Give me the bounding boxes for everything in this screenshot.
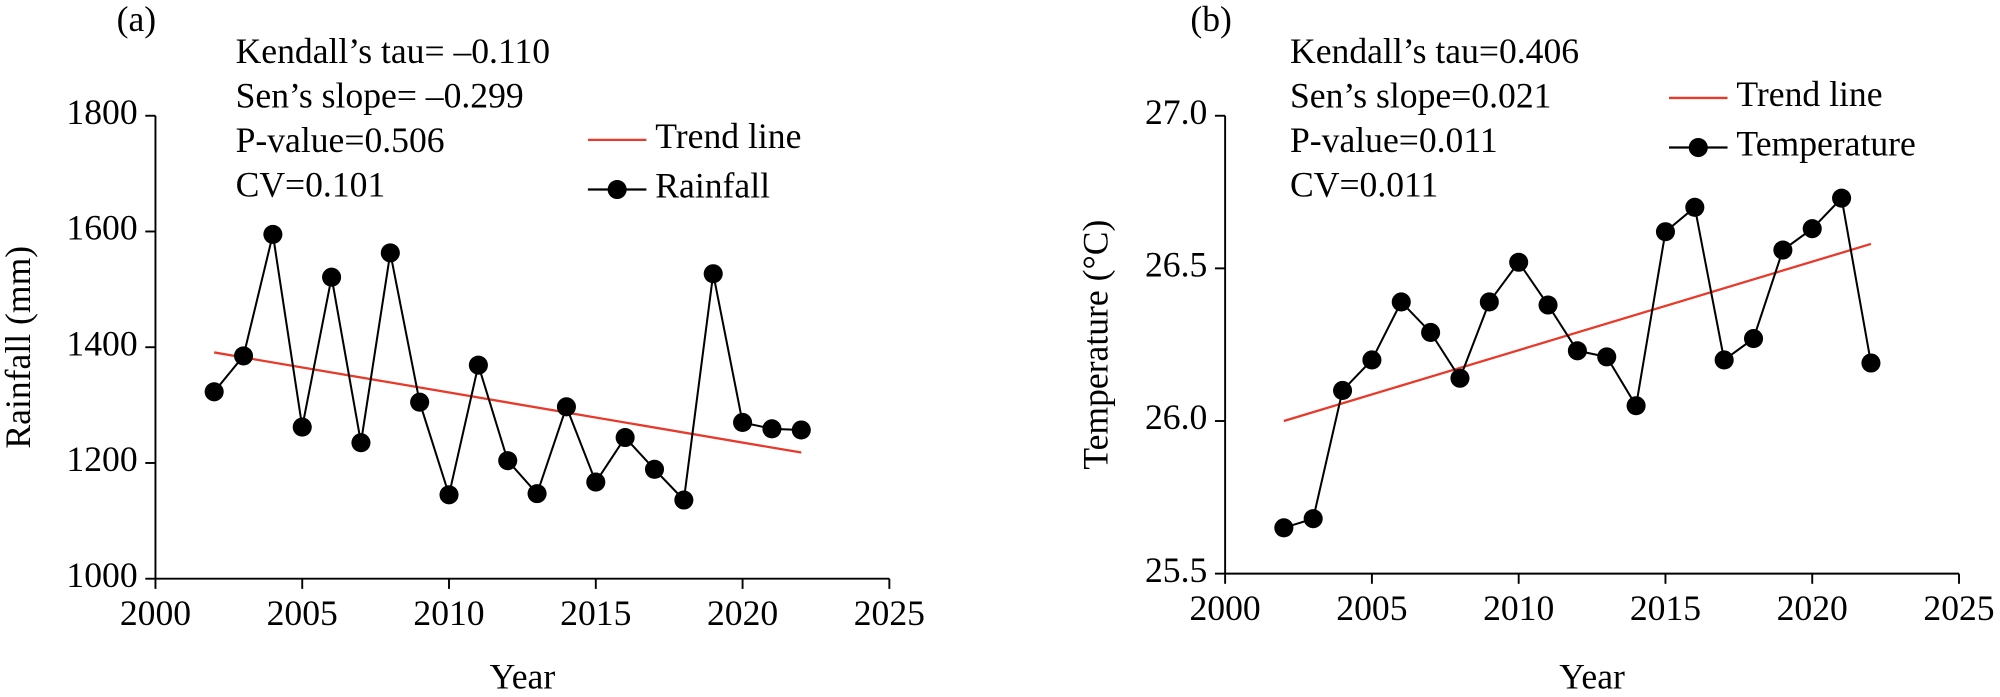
data-point [1597,347,1617,367]
annotation: Sen’s slope= –0.299 [236,75,524,115]
y-tick-label: 26.0 [1145,397,1207,437]
data-point [498,451,518,471]
panel-label: (b) [1190,0,1232,39]
data-point [703,264,723,284]
data-point [322,267,342,287]
x-tick-label: 2010 [413,593,484,633]
data-point [1685,197,1705,217]
data-point [615,427,635,448]
legend-label: Rainfall [655,166,770,206]
y-tick-label: 1600 [66,208,137,248]
annotation: Kendall’s tau=0.406 [1290,31,1579,71]
data-point [439,485,459,505]
x-tick-label: 2000 [120,593,191,633]
data-point [1479,292,1499,312]
panel-label: (a) [117,0,157,39]
x-tick-label: 2025 [1923,588,1994,628]
data-point [1421,322,1441,343]
x-tick-label: 2015 [560,593,631,633]
y-tick-label: 25.5 [1145,550,1207,590]
annotation: Sen’s slope=0.021 [1290,75,1551,115]
data-point [1626,396,1646,416]
data-point [351,433,371,453]
data-point [674,490,694,510]
data-point [1567,341,1587,361]
data-point [644,459,665,479]
data-point [380,243,400,263]
y-axis-label: Temperature (°C) [1075,220,1115,470]
data-point [1274,518,1294,538]
data-point [263,224,283,244]
legend-marker [607,179,627,200]
data-point [1861,353,1881,373]
x-tick-label: 2020 [707,593,778,633]
data-point [791,420,811,440]
y-tick-label: 1000 [66,555,137,595]
x-tick-label: 2000 [1190,588,1261,628]
y-tick-label: 1200 [66,439,137,479]
x-axis-label: Year [1559,657,1625,697]
y-tick-label: 1800 [66,92,137,132]
x-tick-label: 2025 [854,593,925,633]
data-point [410,392,430,412]
legend-marker [1688,138,1708,158]
data-point [1450,368,1470,388]
data-point [586,472,606,492]
data-point [1303,509,1323,529]
annotation: P-value=0.506 [236,120,445,160]
y-tick-label: 26.5 [1145,245,1207,285]
legend-label: Trend line [1736,74,1882,114]
data-point [1802,219,1822,239]
legend-label: Trend line [655,116,801,156]
data-point [1333,380,1353,401]
annotation: P-value=0.011 [1290,120,1498,160]
data-point [556,397,576,417]
annotation: Kendall’s tau= –0.110 [236,31,550,71]
trend-line [213,351,802,454]
data-point [1832,188,1852,208]
x-tick-label: 2015 [1630,588,1701,628]
annotation: CV=0.101 [236,164,386,204]
data-point [1773,240,1793,260]
data-point [1655,222,1675,242]
data-point [1391,292,1411,312]
data-point [1714,350,1734,370]
annotation: CV=0.011 [1290,164,1438,204]
x-tick-label: 2005 [267,593,338,633]
y-axis-label: Rainfall (mm) [0,246,38,449]
data-point [1362,350,1382,370]
data-point [233,346,254,366]
data-point [204,382,224,402]
data-point [1743,329,1764,349]
legend-label: Temperature [1736,124,1915,164]
data-point [733,412,753,433]
data-point [1509,252,1529,272]
x-axis-label: Year [490,657,556,697]
x-tick-label: 2020 [1777,588,1848,628]
data-point [1538,295,1558,315]
data-point [762,419,782,439]
y-tick-label: 27.0 [1145,92,1207,132]
trend-line [1283,242,1872,423]
y-tick-label: 1400 [66,323,137,363]
x-tick-label: 2005 [1336,588,1407,628]
data-point [292,417,312,437]
x-tick-label: 2010 [1483,588,1554,628]
data-point [527,484,547,504]
data-point [468,355,488,375]
